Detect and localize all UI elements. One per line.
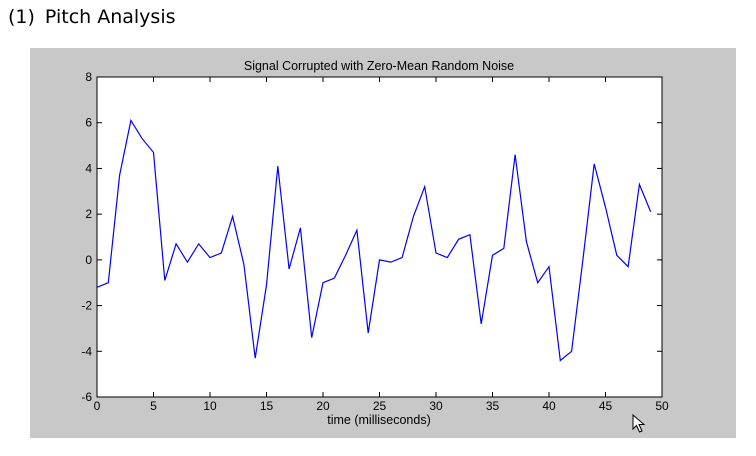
y-tick-label: -6 — [81, 390, 92, 404]
y-tick-label: -2 — [81, 299, 92, 313]
y-tick-label: 2 — [85, 207, 92, 221]
x-tick-label: 0 — [94, 399, 101, 413]
x-tick-label: 35 — [486, 399, 500, 413]
line-chart: Signal Corrupted with Zero-Mean Random N… — [81, 59, 669, 427]
figure-window: Signal Corrupted with Zero-Mean Random N… — [30, 48, 736, 438]
x-axis-label: time (milliseconds) — [327, 413, 431, 427]
section-title: Pitch Analysis — [44, 6, 176, 28]
y-tick-label: 4 — [85, 161, 92, 175]
x-tick-label: 5 — [150, 399, 157, 413]
y-tick-label: -4 — [81, 344, 92, 358]
y-tick-label: 0 — [85, 253, 92, 267]
mouse-cursor-icon — [632, 414, 646, 433]
x-tick-label: 20 — [316, 399, 330, 413]
x-tick-label: 25 — [373, 399, 387, 413]
x-tick-label: 50 — [655, 399, 669, 413]
chart-title: Signal Corrupted with Zero-Mean Random N… — [244, 59, 514, 73]
x-tick-label: 30 — [429, 399, 443, 413]
section-heading: (1) Pitch Analysis — [8, 6, 176, 28]
x-tick-label: 10 — [203, 399, 217, 413]
section-number: (1) — [8, 6, 35, 28]
x-tick-label: 40 — [542, 399, 556, 413]
signal-series-line — [96, 118, 652, 362]
x-tick-label: 15 — [260, 399, 274, 413]
y-tick-label: 6 — [85, 116, 92, 130]
plot-area — [96, 76, 663, 398]
x-tick-label: 45 — [599, 399, 613, 413]
y-tick-label: 8 — [85, 70, 92, 84]
